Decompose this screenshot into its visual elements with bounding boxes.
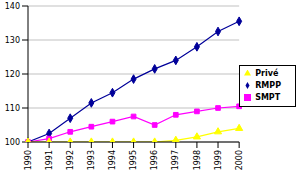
svg-text:120: 120 [8, 70, 20, 79]
svg-text:1999: 1999 [214, 150, 223, 170]
svg-text:1992: 1992 [66, 150, 75, 170]
svg-text:1996: 1996 [150, 150, 159, 170]
html-text:Privé: Privé [255, 69, 279, 78]
svg-text:100: 100 [8, 138, 20, 147]
svg-text:130: 130 [8, 36, 20, 45]
svg-text:110: 110 [8, 104, 20, 113]
svg-text:1994: 1994 [108, 150, 117, 170]
svg-text:1998: 1998 [193, 150, 202, 170]
html-text:RMPP: RMPP [255, 81, 281, 90]
html-text:SMPT: SMPT [255, 93, 281, 102]
svg-text:1993: 1993 [87, 150, 96, 170]
svg-text:1991: 1991 [45, 150, 54, 170]
svg-text:1995: 1995 [129, 150, 138, 170]
svg-text:1997: 1997 [171, 150, 180, 170]
svg-text:2000: 2000 [235, 150, 244, 170]
svg-text:140: 140 [8, 2, 20, 11]
svg-text:1990: 1990 [24, 150, 33, 170]
